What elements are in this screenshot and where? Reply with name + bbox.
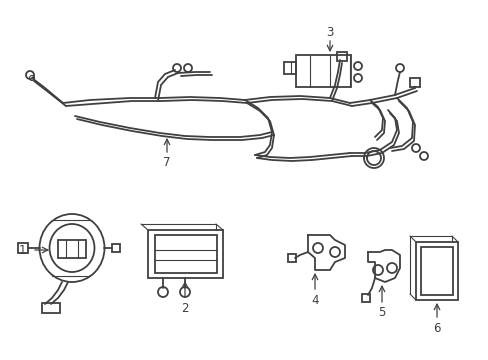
Bar <box>148 230 223 278</box>
Bar <box>409 78 419 87</box>
Bar <box>284 62 295 74</box>
Bar <box>18 243 28 253</box>
Bar <box>361 294 369 302</box>
Text: 5: 5 <box>378 306 385 320</box>
Text: 4: 4 <box>311 293 318 306</box>
Bar <box>415 242 457 300</box>
Text: 6: 6 <box>432 321 440 334</box>
Bar <box>58 240 86 258</box>
Bar <box>155 235 217 273</box>
Bar <box>42 303 60 313</box>
Bar <box>295 55 350 87</box>
Bar <box>420 247 452 295</box>
Bar <box>112 244 120 252</box>
Text: 7: 7 <box>163 156 170 168</box>
Text: 1: 1 <box>18 243 26 257</box>
Bar <box>287 254 295 262</box>
Bar <box>336 52 346 61</box>
Text: 3: 3 <box>325 26 333 39</box>
Text: 2: 2 <box>181 302 188 315</box>
